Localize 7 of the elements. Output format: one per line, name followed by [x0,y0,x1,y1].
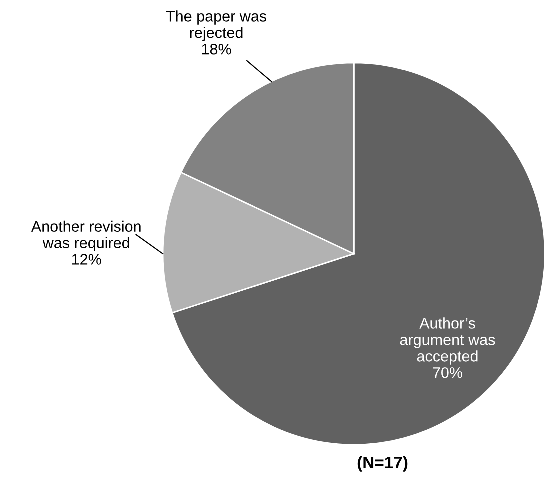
data-label: 12% [72,254,102,265]
slice-label: Author’s argument was accepted [400,318,496,365]
slice-label: The paper was rejected [166,10,267,42]
text: (N=17) [358,456,408,472]
slice-label: Another revision was required [31,220,141,252]
data-label: 70% [433,367,462,378]
data-label: 18% [202,44,232,55]
